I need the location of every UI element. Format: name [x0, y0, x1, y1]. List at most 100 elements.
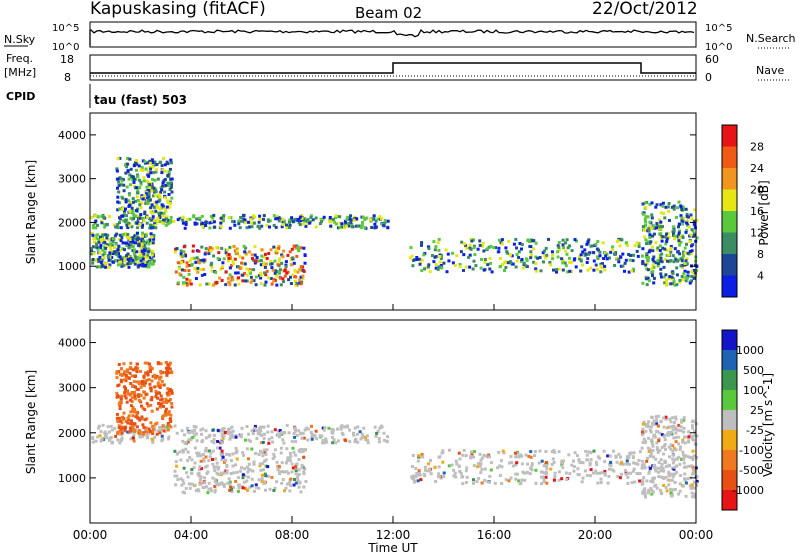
scatter-cell [274, 225, 278, 229]
scatter-cell [271, 457, 275, 461]
scatter-cell [309, 214, 313, 218]
scatter-cell [267, 437, 271, 441]
scatter-cell [664, 447, 667, 451]
scatter-cell [671, 254, 675, 258]
scatter-cell [119, 373, 123, 377]
scatter-cell [620, 472, 624, 476]
scatter-cell [481, 242, 485, 245]
scatter-cell [213, 478, 217, 482]
scatter-cell [254, 283, 258, 287]
scatter-cell [568, 256, 571, 260]
scatter-cell [328, 218, 332, 222]
scatter-cell [258, 214, 262, 218]
nsky-series-line [89, 28, 695, 46]
scatter-cell [276, 433, 280, 437]
scatter-cell [248, 468, 252, 472]
scatter-cell [665, 282, 669, 285]
scatter-cell [160, 426, 164, 430]
scatter-cell [611, 248, 614, 252]
scatter-cell [565, 252, 569, 256]
scatter-cell [187, 438, 191, 442]
scatter-cell [478, 239, 482, 243]
scatter-cell [497, 450, 501, 454]
scatter-cell [183, 226, 187, 230]
scatter-cell [135, 238, 139, 242]
scatter-cell [437, 237, 441, 241]
scatter-cell [225, 469, 229, 473]
scatter-cell [279, 451, 283, 455]
scatter-cell [500, 459, 503, 463]
scatter-cell [149, 389, 153, 393]
scatter-cell [145, 221, 149, 225]
scatter-cell [147, 174, 151, 178]
scatter-cell [603, 472, 607, 476]
scatter-cell [153, 428, 157, 432]
scatter-cell [107, 256, 111, 260]
x-tick-label: 00:00 [679, 528, 714, 542]
scatter-cell [120, 431, 124, 435]
scatter-cell [163, 196, 167, 200]
scatter-cell [693, 454, 697, 458]
scatter-cell [281, 478, 285, 482]
scatter-cell [689, 252, 693, 256]
scatter-cell [278, 268, 282, 272]
scatter-cell [148, 161, 152, 165]
scatter-cell [284, 260, 288, 264]
scatter-cell [534, 481, 538, 485]
scatter-cell [644, 263, 648, 267]
scatter-cell [161, 437, 165, 441]
scatter-cell [262, 432, 266, 436]
scatter-cell [683, 435, 686, 439]
scatter-cell [254, 275, 258, 279]
scatter-cell [654, 457, 658, 461]
scatter-cell [203, 252, 207, 256]
scatter-cell [287, 431, 291, 435]
scatter-cell [674, 427, 678, 430]
scatter-cell [151, 241, 155, 245]
scatter-cell [294, 481, 298, 485]
scatter-cell [661, 201, 665, 205]
scatter-cell [129, 216, 133, 220]
scatter-cell [143, 194, 147, 198]
scatter-cell [691, 426, 695, 430]
scatter-cell [204, 247, 208, 251]
scatter-cell [249, 271, 252, 275]
scatter-cell [666, 433, 670, 437]
scatter-cell [334, 222, 338, 226]
scatter-cell [277, 259, 281, 263]
scatter-cell [594, 242, 598, 246]
scatter-cell [103, 223, 107, 227]
scatter-cell [654, 205, 658, 209]
scatter-cell [665, 232, 668, 236]
scatter-cell [161, 168, 165, 172]
scatter-cell [468, 253, 472, 257]
scatter-cell [515, 253, 519, 256]
scatter-cell [289, 477, 293, 481]
scatter-cell [281, 223, 285, 227]
scatter-cell [137, 399, 141, 402]
scatter-cell [205, 464, 209, 468]
scatter-cell [288, 223, 292, 227]
scatter-cell [641, 212, 645, 216]
scatter-cell [136, 260, 140, 264]
scatter-cell [644, 424, 648, 428]
scatter-cell [692, 480, 696, 484]
scatter-cell [124, 254, 128, 258]
scatter-cell [271, 440, 275, 444]
scatter-cell [585, 242, 589, 246]
scatter-cell [136, 411, 140, 415]
scatter-cell [140, 415, 144, 419]
scatter-cell [192, 466, 196, 469]
scatter-cell [566, 246, 570, 250]
scatter-cell [627, 253, 631, 256]
scatter-cell [259, 282, 263, 286]
scatter-cell [570, 260, 574, 264]
scatter-cell [668, 455, 671, 459]
scatter-cell [464, 481, 468, 484]
scatter-cell [142, 396, 146, 400]
scatter-cell [126, 226, 130, 229]
scatter-cell [514, 265, 518, 269]
scatter-cell [120, 438, 124, 441]
scatter-cell [378, 215, 382, 219]
